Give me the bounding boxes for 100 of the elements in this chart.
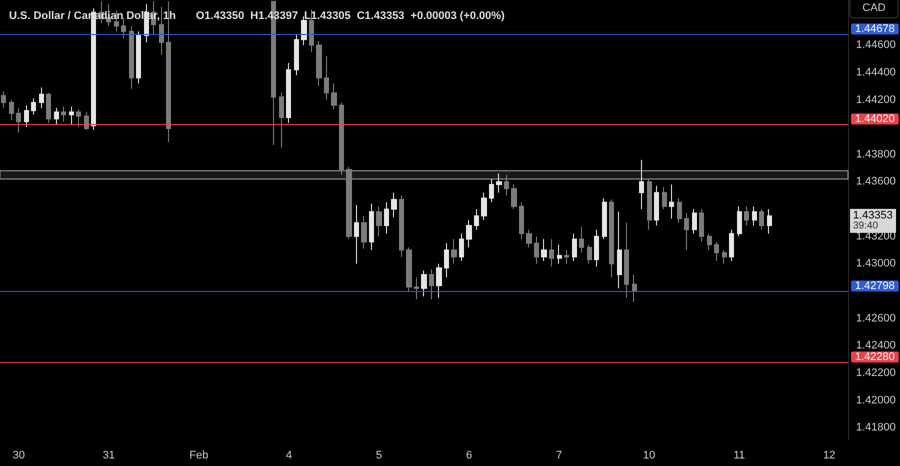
candlestick xyxy=(121,17,126,39)
y-tick-label: 1.44400 xyxy=(856,66,896,78)
ref-line-label: 1.44678 xyxy=(855,23,895,35)
candlestick xyxy=(609,199,614,278)
candlestick xyxy=(737,206,742,237)
y-tick-label: 1.42000 xyxy=(856,394,896,406)
x-tick-label: 31 xyxy=(102,450,115,462)
candlestick xyxy=(504,174,509,196)
candlestick xyxy=(744,206,749,226)
candlestick xyxy=(752,206,757,226)
candlestick xyxy=(699,208,704,242)
candlestick xyxy=(684,212,689,251)
candlestick xyxy=(406,246,412,292)
candlestick xyxy=(632,274,637,302)
candlestick xyxy=(54,107,59,125)
text: 1.43353 xyxy=(853,209,893,222)
candlestick xyxy=(61,106,66,122)
candlestick xyxy=(384,202,389,234)
candlestick xyxy=(84,112,89,130)
candlestick xyxy=(692,208,697,234)
candlestick xyxy=(519,202,524,240)
candlestick xyxy=(376,206,382,237)
candlestick xyxy=(459,233,464,262)
candlestick xyxy=(436,263,442,298)
x-tick-label: 11 xyxy=(733,450,745,462)
candlestick xyxy=(129,25,134,90)
y-tick-label: 1.43200 xyxy=(856,230,896,242)
x-tick-label: 10 xyxy=(643,450,656,462)
candlestick xyxy=(159,6,164,56)
y-tick-label: 1.43600 xyxy=(856,176,896,188)
y-tick-label: 1.43000 xyxy=(856,258,896,270)
x-tick-label: 4 xyxy=(286,450,292,462)
candlestick xyxy=(714,241,719,262)
candlestick xyxy=(361,215,367,250)
candlestick xyxy=(526,229,532,248)
candlestick xyxy=(594,229,599,267)
candlestick xyxy=(444,242,449,278)
candlestick xyxy=(587,244,592,264)
x-tick-label: 6 xyxy=(466,450,472,462)
candlestick xyxy=(346,166,352,240)
candlestick xyxy=(767,208,772,234)
candlestick xyxy=(9,99,14,121)
candlestick xyxy=(279,92,284,148)
x-tick-label: 12 xyxy=(823,450,836,462)
candlestick xyxy=(76,108,81,128)
y-tick-label: 1.44600 xyxy=(856,39,896,52)
candlestick xyxy=(399,194,404,258)
x-tick-label: 5 xyxy=(376,450,382,462)
y-tick-label: 1.41800 xyxy=(856,422,896,434)
x-tick-label: Feb xyxy=(189,450,208,462)
candlestick xyxy=(662,186,667,210)
candlestick xyxy=(466,220,472,248)
candlestick xyxy=(69,106,74,125)
candlestick xyxy=(391,192,397,218)
candlestick xyxy=(451,238,457,264)
candlestick xyxy=(136,30,141,84)
candlestick xyxy=(481,192,487,220)
x-tick-label: 7 xyxy=(556,450,562,462)
ref-line-label: 1.42280 xyxy=(855,351,895,363)
ref-line-label: 1.42798 xyxy=(855,280,895,292)
y-tick-label: 1.42200 xyxy=(856,367,896,380)
candlestick xyxy=(316,40,322,87)
candlestick xyxy=(669,184,674,220)
candlestick xyxy=(624,222,629,298)
y-tick-label: 1.44200 xyxy=(856,94,896,106)
y-tick-label: 1.43800 xyxy=(856,148,896,160)
candlestick xyxy=(722,250,727,264)
candlestick xyxy=(557,244,562,264)
candlestick xyxy=(579,226,584,254)
candlestick xyxy=(707,233,712,251)
candlestick xyxy=(369,203,374,251)
candlestick xyxy=(572,233,577,262)
candlestick xyxy=(489,178,494,203)
candlestick xyxy=(511,184,517,210)
candlestick xyxy=(421,270,427,298)
text: 39:40 xyxy=(853,220,878,232)
candlestick xyxy=(286,62,291,124)
candlestick xyxy=(617,211,622,289)
candlestick xyxy=(534,236,539,264)
candlestick xyxy=(39,86,44,108)
candlestick xyxy=(16,107,21,134)
candlestick xyxy=(331,82,337,110)
candlestick xyxy=(24,104,29,128)
candlestick xyxy=(339,102,344,176)
candlestick xyxy=(759,208,764,230)
candlestick xyxy=(564,250,569,264)
candlestick xyxy=(654,185,659,226)
candlestick xyxy=(647,178,652,230)
candlestick xyxy=(496,173,502,194)
candlestick xyxy=(1,91,6,108)
ref-line-label: 1.44020 xyxy=(855,113,895,125)
candlestick xyxy=(414,276,419,300)
candlestick xyxy=(429,268,434,300)
candlestick xyxy=(549,238,554,267)
candlestick xyxy=(324,56,329,100)
candlestick xyxy=(294,34,299,76)
candlestick xyxy=(31,98,36,116)
candlestick xyxy=(677,198,682,224)
candlestick xyxy=(541,238,547,262)
candlestick xyxy=(474,208,479,230)
